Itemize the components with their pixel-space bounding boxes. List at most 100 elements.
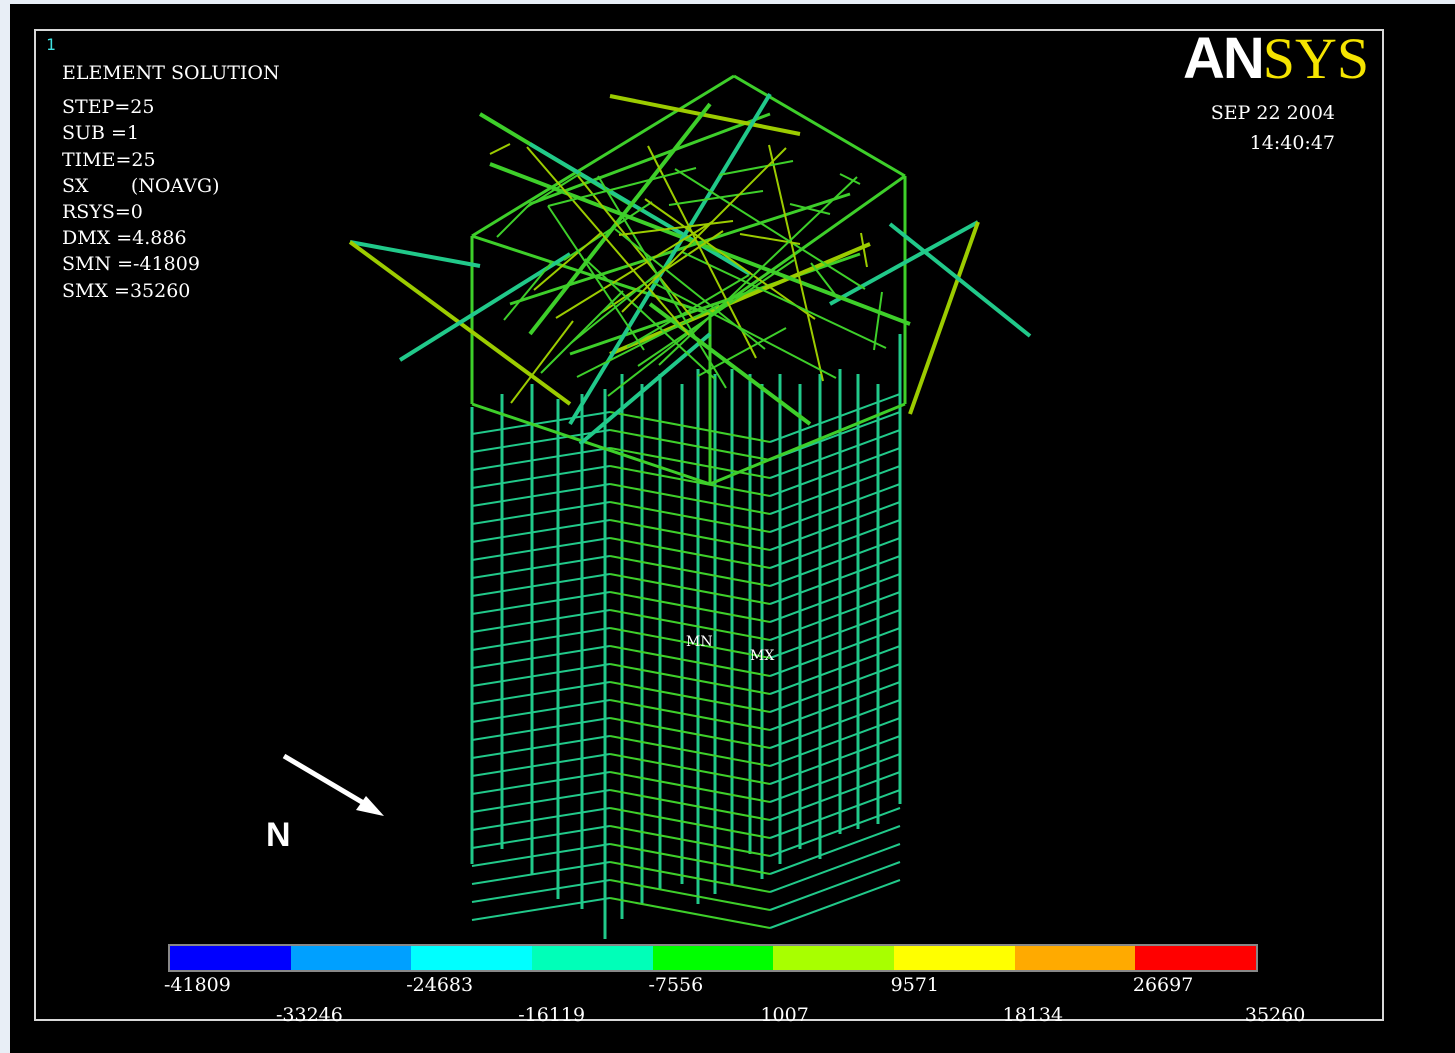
- beam-element: [349, 240, 481, 268]
- beam-element: [769, 393, 901, 443]
- stat-dmx: DMX =4.886: [62, 227, 187, 250]
- beam-element: [471, 879, 611, 903]
- beam-element: [471, 663, 611, 687]
- beam-element: [471, 555, 611, 579]
- beam-element: [618, 220, 734, 236]
- beam-element: [471, 501, 611, 525]
- beam-element: [471, 627, 611, 651]
- beam-element: [609, 771, 771, 803]
- title-label: ELEMENT SOLUTION: [62, 62, 280, 84]
- max-marker: MX: [750, 648, 774, 664]
- beam-element: [609, 591, 771, 623]
- beam-element: [526, 146, 690, 336]
- beam-element: [769, 825, 901, 875]
- beam-element: [471, 807, 611, 831]
- beam-element: [739, 233, 801, 245]
- beam-element: [471, 825, 611, 849]
- beam-element: [533, 231, 603, 291]
- min-marker: MN: [686, 634, 713, 650]
- beam-element: [888, 222, 1032, 338]
- beam-element: [769, 717, 901, 767]
- beam-element: [609, 645, 771, 677]
- legend-tick-top: 9571: [890, 974, 940, 996]
- beam-element: [709, 402, 906, 486]
- beam-element: [471, 861, 611, 885]
- beam-element: [810, 262, 838, 298]
- legend-tick-bottom: 35260: [1244, 1004, 1306, 1026]
- beam-element: [621, 147, 787, 313]
- stat-sub: SUB =1: [62, 122, 140, 145]
- beam-element: [609, 519, 771, 551]
- beam-element: [471, 771, 611, 795]
- beam-element: [644, 198, 816, 320]
- beam-element: [769, 465, 901, 515]
- beam-element: [769, 573, 901, 623]
- beam-element: [489, 162, 911, 326]
- beam-element: [908, 221, 980, 415]
- beam-element: [609, 411, 771, 443]
- beam-element: [769, 447, 901, 497]
- beam-element: [609, 861, 771, 893]
- legend-swatch: [773, 946, 895, 970]
- beam-element: [609, 879, 771, 911]
- beam-element: [609, 483, 771, 515]
- legend-swatch: [532, 946, 653, 970]
- beam-element: [577, 175, 695, 321]
- beam-element: [547, 205, 645, 351]
- beam-element: [769, 483, 901, 533]
- beam-element: [609, 555, 771, 587]
- beam-element: [609, 573, 771, 605]
- beam-element: [528, 102, 712, 336]
- timestamp-time: 14:40:47: [1249, 132, 1335, 154]
- beam-element: [471, 573, 611, 597]
- beam-element: [503, 261, 553, 321]
- beam-element: [769, 429, 901, 479]
- beam-element: [829, 220, 979, 306]
- beam-element: [609, 242, 871, 356]
- legend-swatch: [290, 946, 412, 970]
- beam-element: [769, 519, 901, 569]
- beam-element: [651, 281, 837, 379]
- beam-element: [526, 172, 582, 208]
- beam-element: [609, 717, 771, 749]
- legend-tick-bottom: -33246: [276, 1004, 343, 1026]
- north-label: N: [266, 816, 291, 854]
- beam-element: [529, 112, 771, 206]
- beam-element: [658, 176, 858, 366]
- beam-element: [769, 879, 901, 929]
- timestamp: SEP 22 2004 14:40:47: [1211, 98, 1335, 158]
- north-arrow-icon: [282, 753, 384, 816]
- legend-swatch: [170, 946, 291, 970]
- beam-element: [510, 320, 574, 404]
- beam-element: [471, 735, 611, 759]
- beam-element: [769, 645, 901, 695]
- plot-viewport: [34, 29, 1384, 1021]
- beam-element: [584, 258, 716, 380]
- beam-element: [547, 167, 697, 207]
- beam-element: [609, 94, 801, 136]
- beam-element: [609, 753, 771, 785]
- beam-element: [609, 627, 771, 659]
- beam-elements: [348, 74, 1032, 939]
- beam-element: [471, 411, 611, 435]
- stat-smn: SMN =-41809: [62, 253, 200, 276]
- legend-tick-bottom: 18134: [1002, 1004, 1064, 1026]
- beam-element: [570, 260, 674, 344]
- beam-element: [609, 663, 771, 695]
- timestamp-date: SEP 22 2004: [1210, 102, 1335, 124]
- beam-element: [540, 290, 624, 374]
- beam-element: [789, 203, 831, 215]
- beam-element: [471, 591, 611, 615]
- beam-element: [471, 843, 611, 867]
- stat-rsys: RSYS=0: [62, 201, 143, 224]
- beam-element: [609, 699, 771, 731]
- beam-element: [609, 681, 771, 713]
- beam-element: [769, 771, 901, 821]
- beam-element: [769, 861, 901, 911]
- beam-element: [398, 252, 572, 362]
- beam-element: [471, 402, 711, 486]
- beam-element: [769, 609, 901, 659]
- beam-element: [697, 327, 787, 377]
- beam-element: [609, 825, 771, 857]
- beam-element: [609, 807, 771, 839]
